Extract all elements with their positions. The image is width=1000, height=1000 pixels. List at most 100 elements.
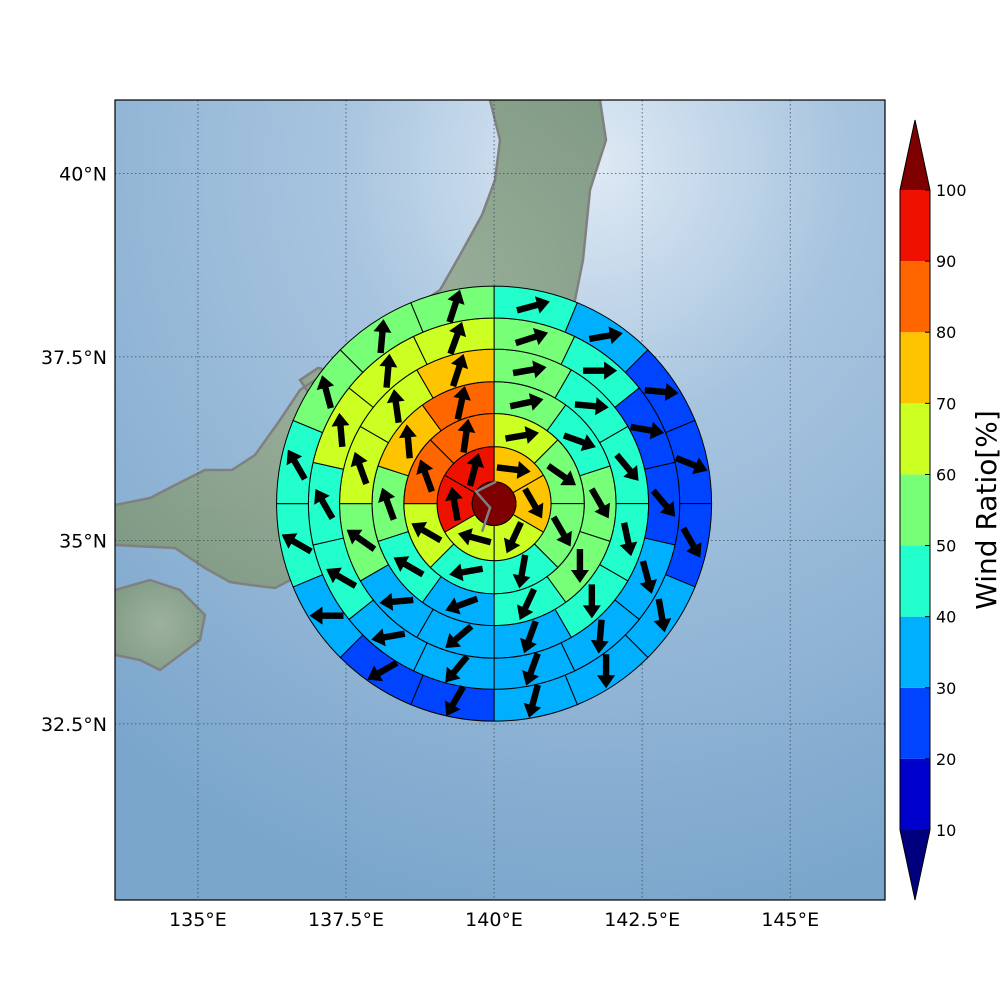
lon-tick-label: 145°E (761, 909, 819, 931)
wind-arrow (286, 449, 308, 481)
wind-arrow (517, 587, 537, 620)
wind-arrow (503, 521, 524, 554)
wind-arrow (398, 424, 417, 459)
wind-arrow (379, 353, 398, 388)
wind-arrow (346, 529, 377, 552)
wind-arrow (516, 296, 550, 314)
wind-arrow (570, 549, 589, 584)
wind-arrow (457, 528, 492, 546)
lat-tick-label: 37.5°N (41, 347, 107, 369)
wind-arrow (644, 383, 679, 401)
colorbar-segment (900, 687, 930, 759)
wind-arrow (331, 412, 350, 448)
colorbar-over-extension (900, 120, 930, 190)
colorbar-tick-label: 40 (936, 608, 956, 627)
wind-arrow (378, 487, 397, 521)
wind-arrow (504, 426, 539, 444)
wind-arrow (393, 556, 425, 578)
colorbar-label: Wind Ratio[%] (970, 410, 1000, 610)
colorbar-tick-label: 80 (936, 323, 956, 342)
wind-arrow (379, 592, 414, 611)
wind-direction-arrows (281, 289, 708, 718)
wind-arrow (522, 487, 544, 519)
wind-arrow (373, 319, 392, 354)
longitude-ticks: 135°E 137.5°E 140°E 142.5°E 145°E (169, 909, 819, 931)
colorbar-tick-label: 60 (936, 465, 956, 484)
colorbar-tick-label: 50 (936, 537, 956, 556)
colorbar-tick-label: 20 (936, 750, 956, 769)
colorbar-tick-label: 70 (936, 394, 956, 413)
wind-arrow (445, 486, 463, 521)
wind-arrow (630, 421, 665, 440)
wind-arrow (496, 461, 531, 479)
wind-arrow (680, 526, 702, 558)
coastline-center (474, 480, 497, 533)
wind-arrow (597, 654, 616, 689)
wind-arrow (650, 488, 676, 517)
colorbar-segment (900, 261, 930, 333)
colorbar-tick-label: 30 (936, 679, 956, 698)
wind-arrow (326, 567, 358, 589)
wind-arrow (457, 418, 476, 453)
wind-arrow (446, 289, 465, 324)
wind-arrow (449, 563, 484, 582)
colorbar-segment (900, 758, 930, 830)
wind-arrow (582, 584, 601, 619)
colorbar-segment (900, 190, 930, 262)
lon-tick-label: 140°E (465, 909, 523, 931)
wind-arrow (316, 375, 335, 409)
wind-arrow (371, 628, 406, 647)
lat-tick-label: 40°N (59, 163, 107, 185)
colorbar-tick-label: 100 (936, 181, 967, 200)
wind-arrow (512, 554, 531, 589)
wind-arrow (522, 652, 541, 686)
map-axes (114, 99, 886, 901)
colorbar: 10 20 30 40 50 60 70 80 90 100 (899, 119, 967, 901)
wind-arrow (512, 360, 547, 379)
wind-arrow (562, 432, 596, 452)
wind-arrow (449, 353, 469, 388)
colorbar-under-extension (900, 830, 930, 900)
colorbar-segment (900, 332, 930, 404)
wind-arrow (546, 463, 577, 486)
wind-arrow (314, 488, 336, 520)
wind-arrow (619, 522, 638, 557)
colorbar-tick-label: 90 (936, 252, 956, 271)
map-frame (114, 99, 886, 901)
wind-arrow (386, 389, 405, 424)
colorbar-segment (900, 403, 930, 475)
center-disk (471, 481, 517, 527)
wind-arrow (523, 684, 542, 718)
wind-arrow (514, 328, 549, 347)
shikoku-landmass (115, 580, 205, 670)
wind-arrow (445, 654, 470, 683)
wind-arrow (445, 623, 474, 649)
wind-arrow (590, 619, 609, 654)
wind-arrow (639, 560, 658, 594)
wind-arrow (550, 515, 572, 547)
latitude-ticks: 40°N 37.5°N 35°N 32.5°N (41, 163, 107, 735)
wind-arrow (583, 361, 618, 380)
wind-arrow (281, 533, 313, 555)
wind-arrow (520, 620, 539, 654)
wind-arrow (614, 452, 639, 481)
wind-arrow (509, 393, 544, 411)
colorbar-segment (900, 545, 930, 617)
wind-arrow (653, 598, 672, 633)
lat-tick-label: 35°N (59, 530, 107, 552)
wind-arrow (416, 459, 435, 493)
wind-arrow (588, 326, 623, 345)
wind-arrow (588, 487, 610, 519)
lon-tick-label: 135°E (169, 909, 227, 931)
wind-arrow (367, 660, 399, 682)
lon-tick-label: 142.5°E (604, 909, 680, 931)
lon-tick-label: 137.5°E (308, 909, 384, 931)
colorbar-segment (900, 616, 930, 688)
wind-arrow (447, 321, 467, 355)
colorbar-tick-label: 10 (936, 821, 956, 840)
wind-arrow (574, 397, 609, 416)
wind-arrow (445, 595, 479, 615)
wind-arrow (411, 522, 443, 544)
wind-arrow (453, 386, 471, 421)
